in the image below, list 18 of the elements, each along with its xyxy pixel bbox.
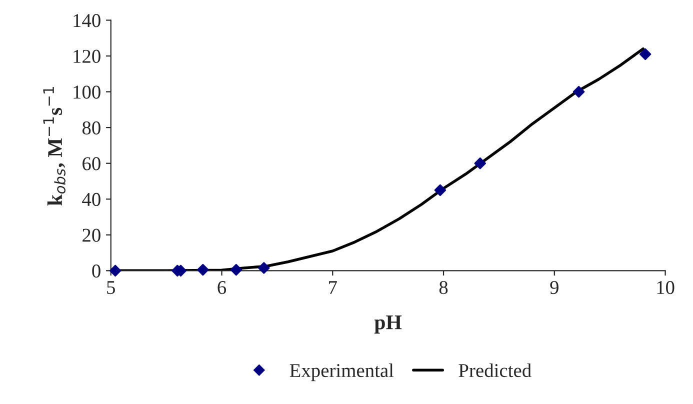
- y-tick-label: 100: [74, 86, 100, 99]
- x-tick-label: 8: [439, 280, 448, 294]
- legend-label: Experimental: [290, 363, 394, 382]
- x-tick-label: 6: [218, 281, 226, 294]
- y-tick-label: 140: [74, 14, 100, 28]
- y-tick-label: 60: [82, 157, 100, 170]
- x-tick-label: 7: [329, 281, 337, 294]
- y-tick-label: 0: [92, 264, 100, 278]
- x-axis-title: pH: [374, 316, 402, 334]
- legend-label: Predicted: [458, 363, 532, 378]
- x-tick-label: 9: [550, 281, 558, 294]
- y-axis-title: k$_{obs}$, M$^{−1}$s$^{−1}$: [43, 87, 66, 206]
- y-tick-label: 80: [82, 121, 100, 134]
- y-tick-label: 120: [74, 50, 100, 63]
- y-tick-label: 40: [82, 192, 100, 206]
- x-tick-label: 10: [657, 280, 674, 294]
- y-tick-label: 20: [82, 228, 100, 242]
- x-tick-label: 5: [107, 281, 115, 294]
